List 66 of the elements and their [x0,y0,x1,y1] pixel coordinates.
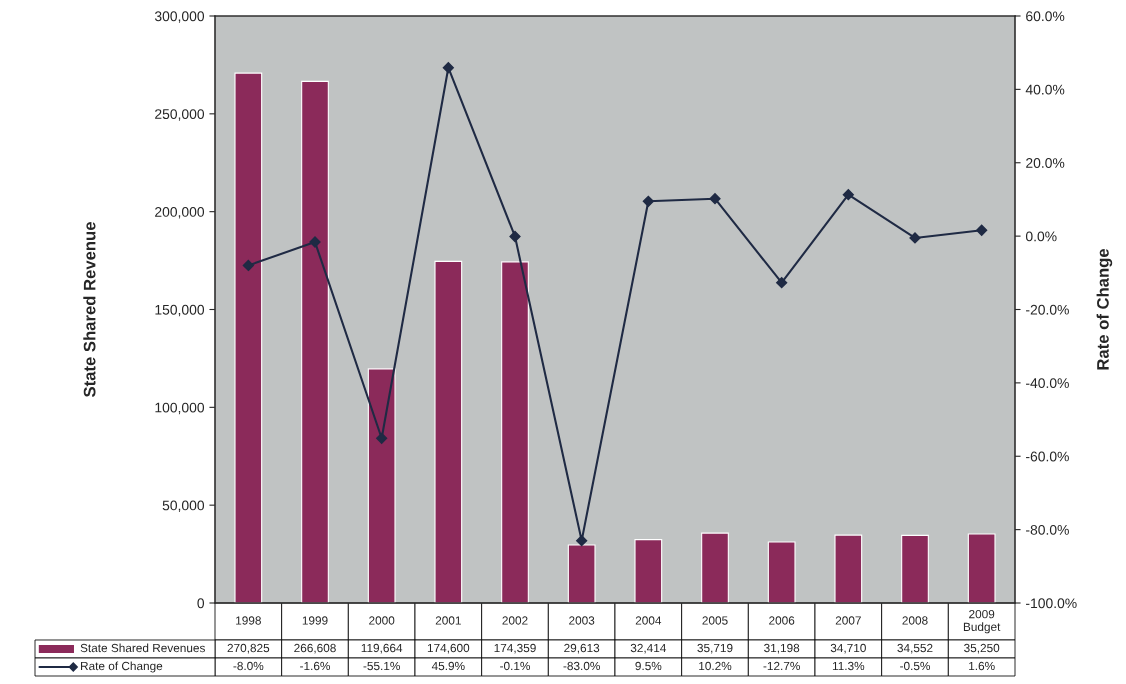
data-label: -55.1% [363,661,400,671]
y-tick-label: 100,000 [155,402,205,415]
data-label: 32,414 [630,643,667,654]
data-label: 11.3% [832,661,865,671]
x-tick-label: 2003 [569,616,595,625]
legend-label: State Shared Revenues [80,643,205,653]
data-label: -0.1% [500,661,530,671]
data-label: 35,719 [697,643,733,654]
x-tick-label: 1999 [302,616,328,625]
y2-tick-label: -40.0% [1026,378,1069,389]
y2-tick-label: -20.0% [1026,304,1069,315]
point [842,189,854,201]
x-tick-label: 2005 [702,616,728,625]
y-tick-label: 300,000 [154,11,205,23]
y2-tick-label: 0.0% [1025,231,1057,242]
point [642,195,654,207]
x-tick-label: 1998 [236,616,261,625]
data-label: 266,608 [294,643,336,654]
y2-tick-label: -100.0% [1026,598,1077,609]
y2-tick-label: -80.0% [1026,524,1069,535]
data-label: 10.2% [699,661,732,671]
point [709,193,721,205]
y2-tick-label: -60.0% [1026,451,1069,462]
x-tick-label: 2009 Budget [963,609,1001,634]
data-label: 119,664 [361,643,403,654]
y-tick-label: 250,000 [155,109,205,121]
data-label: 45.9% [431,661,465,671]
data-label: 174,600 [427,643,470,654]
x-tick-label: 2007 [835,616,861,625]
point [442,62,454,74]
data-label: 9.5% [635,661,662,671]
y-tick-label: 50,000 [162,500,205,512]
data-label: -12.7% [763,661,800,671]
point [376,432,388,444]
x-tick-label: 2000 [369,616,395,625]
x-tick-label: 2008 [902,616,928,625]
y2-tick-label: 40.0% [1025,84,1065,95]
y2-tick-label: 60.0% [1026,11,1065,22]
x-tick-label: 2001 [435,616,461,625]
data-label: -0.5% [900,661,930,671]
y2-tick-label: 20.0% [1026,158,1065,168]
point [509,230,521,243]
y-tick-label: 200,000 [155,207,205,219]
data-label: 31,198 [764,643,800,654]
data-label: 270,825 [227,643,270,654]
data-label: 35,250 [964,643,1000,654]
data-label: 174,359 [494,643,536,654]
x-tick-label: 2006 [769,616,795,625]
y-tick-label: 150,000 [155,304,205,317]
data-label: -1.6% [300,661,330,671]
legend-label: Rate of Change [81,661,163,673]
data-label: 29,613 [564,643,600,654]
x-tick-label: 2002 [502,616,528,625]
x-tick-label: 2004 [635,616,662,625]
data-label: 34,552 [897,643,933,654]
y-axis-title: State Shared Revenue [83,222,96,398]
point [776,277,788,289]
data-label: 34,710 [830,643,866,654]
data-label: 1.6% [969,661,995,671]
point [242,259,254,272]
data-label: -8.0% [233,661,264,671]
point [576,535,588,547]
point [976,224,988,236]
y-tick-label: 0 [197,598,205,609]
y2-axis-title: Rate of Change [1096,248,1113,370]
data-label: -83.0% [563,661,600,671]
